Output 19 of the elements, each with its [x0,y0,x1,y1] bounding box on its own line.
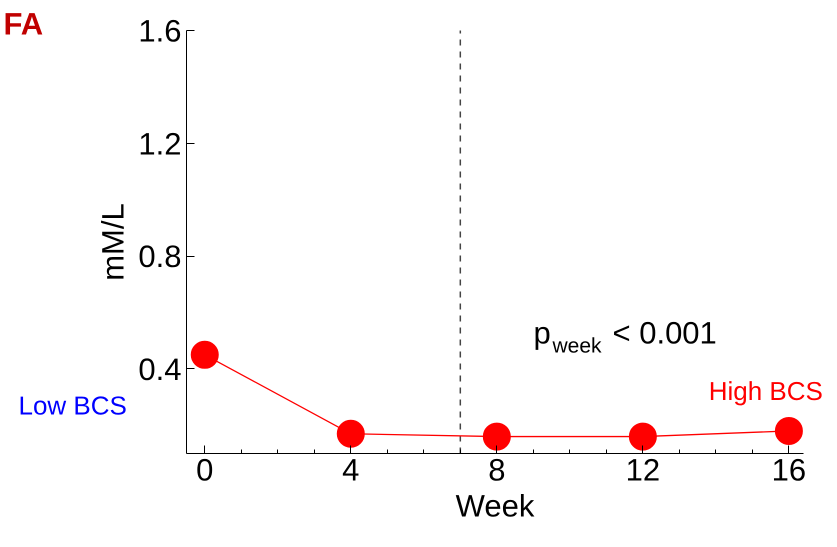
x-tick-label: 4 [342,452,360,488]
point [336,420,365,448]
y-axis-title: mM/L [95,203,130,281]
x-tick-label: 16 [772,452,806,488]
text: Low BCS [18,390,127,420]
y-tick-label: 1.2 [138,126,182,162]
x-axis-title: Week [456,488,535,524]
y-tick-label: 0.4 [138,352,182,387]
x-tick-label: 0 [196,452,214,488]
point [482,422,511,451]
x-tick-label: 12 [626,452,660,488]
y-tick-label: 0.8 [138,239,182,274]
chart-title: FA [4,6,44,42]
point [774,416,803,445]
y-tick-label: 1.6 [138,14,182,48]
series-label: High BCS [708,376,823,406]
point [628,422,657,451]
x-tick-label: 8 [488,452,506,488]
point [190,340,219,369]
